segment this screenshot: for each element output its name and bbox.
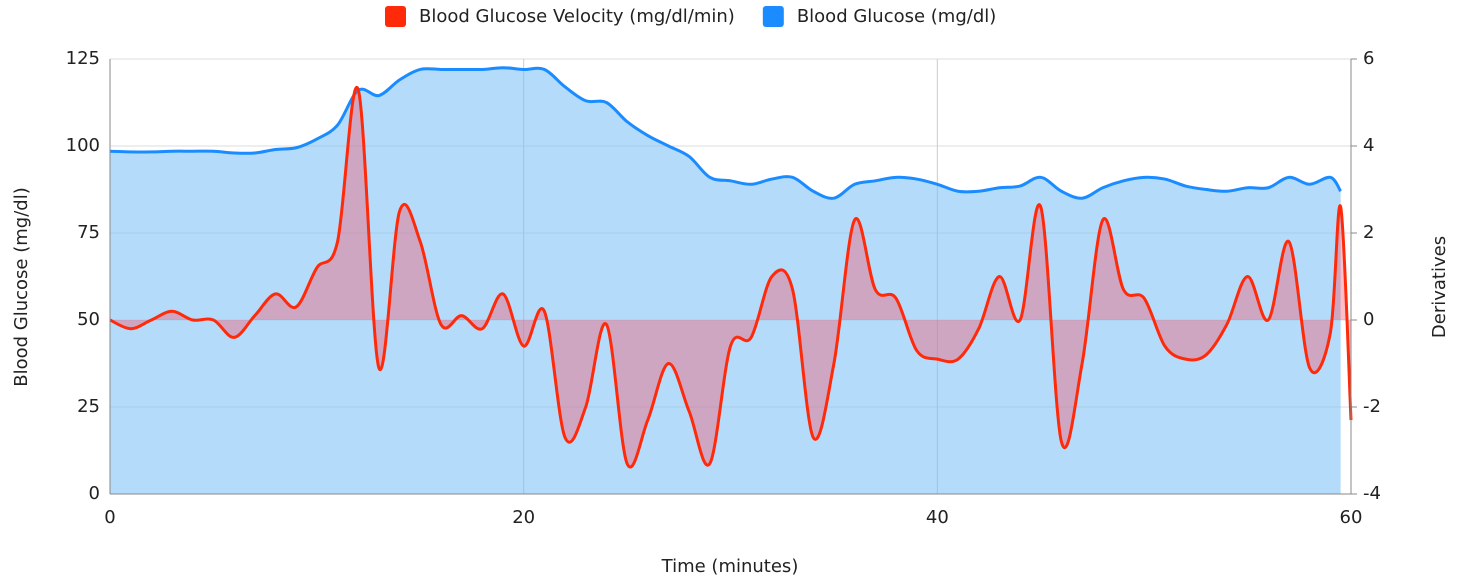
legend-label: Blood Glucose (mg/dl) bbox=[797, 6, 996, 27]
y-tick-label: 100 bbox=[66, 135, 100, 156]
x-tick-label: 60 bbox=[1340, 507, 1363, 528]
x-tick-label: 40 bbox=[926, 507, 949, 528]
y2-axis-label: Derivatives bbox=[1429, 236, 1450, 338]
legend-swatch bbox=[385, 6, 406, 27]
y2-tick-label: 2 bbox=[1363, 222, 1374, 243]
y2-tick-label: 0 bbox=[1363, 309, 1374, 330]
x-tick-label: 20 bbox=[512, 507, 535, 528]
y-tick-label: 0 bbox=[89, 483, 100, 504]
y2-tick-label: -4 bbox=[1363, 483, 1381, 504]
y-tick-label: 25 bbox=[77, 396, 100, 417]
legend-label: Blood Glucose Velocity (mg/dl/min) bbox=[419, 6, 735, 27]
legend-swatch bbox=[762, 6, 784, 27]
y-tick-label: 75 bbox=[77, 222, 100, 243]
y-tick-label: 50 bbox=[77, 309, 100, 330]
y-tick-label: 125 bbox=[66, 48, 100, 69]
x-tick-label: 0 bbox=[104, 507, 115, 528]
x-axis-label: Time (minutes) bbox=[661, 556, 799, 577]
area bbox=[110, 67, 1341, 494]
y2-tick-label: 4 bbox=[1363, 135, 1374, 156]
y-axis-label: Blood Glucose (mg/dl) bbox=[11, 187, 32, 386]
y2-tick-label: -2 bbox=[1363, 396, 1381, 417]
line bbox=[109, 66, 1342, 200]
area bbox=[110, 87, 1351, 468]
y2-tick-label: 6 bbox=[1363, 48, 1374, 69]
line bbox=[109, 85, 1353, 469]
